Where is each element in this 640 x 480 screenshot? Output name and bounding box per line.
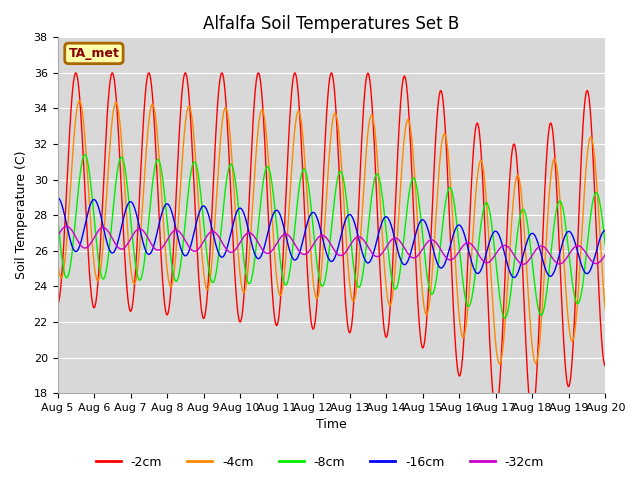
Line: -4cm: -4cm <box>58 101 605 364</box>
-16cm <box>586 268 593 274</box>
X-axis label: Time: Time <box>316 419 347 432</box>
-16cm <box>82 220 90 226</box>
-16cm <box>320 241 328 247</box>
Y-axis label: Soil Temperature (C): Soil Temperature (C) <box>15 151 28 279</box>
-4cm <box>82 146 90 152</box>
Title: Alfalfa Soil Temperatures Set B: Alfalfa Soil Temperatures Set B <box>204 15 460 33</box>
Line: -2cm: -2cm <box>58 73 605 416</box>
-16cm <box>54 194 61 200</box>
-32cm <box>586 256 594 262</box>
-16cm <box>602 228 609 233</box>
Line: -32cm: -32cm <box>58 226 605 264</box>
-2cm <box>320 158 328 164</box>
Legend: -2cm, -4cm, -8cm, -16cm, -32cm: -2cm, -4cm, -8cm, -16cm, -32cm <box>91 451 549 474</box>
-2cm <box>54 301 61 307</box>
-4cm <box>586 136 593 142</box>
-2cm <box>82 198 90 204</box>
Text: TA_met: TA_met <box>68 47 119 60</box>
-32cm <box>82 245 90 251</box>
-16cm <box>510 275 518 280</box>
-4cm <box>76 98 83 104</box>
-2cm <box>255 70 262 76</box>
-8cm <box>306 192 314 197</box>
-16cm <box>485 241 493 247</box>
-4cm <box>586 135 594 141</box>
-16cm <box>305 214 313 220</box>
-8cm <box>81 152 89 157</box>
-2cm <box>485 324 493 330</box>
-8cm <box>54 212 61 218</box>
-32cm <box>306 248 314 253</box>
Line: -16cm: -16cm <box>58 197 605 277</box>
-8cm <box>586 218 594 224</box>
-8cm <box>586 221 593 227</box>
-4cm <box>602 307 609 312</box>
-8cm <box>501 315 509 321</box>
-4cm <box>54 258 61 264</box>
-32cm <box>519 262 527 267</box>
-32cm <box>602 252 609 258</box>
-32cm <box>63 223 70 229</box>
-32cm <box>54 234 61 240</box>
-2cm <box>602 363 609 369</box>
-4cm <box>306 233 314 239</box>
-4cm <box>485 240 493 246</box>
-2cm <box>528 413 536 419</box>
-8cm <box>320 280 328 286</box>
-8cm <box>485 206 493 212</box>
-2cm <box>586 103 594 109</box>
-8cm <box>602 242 609 248</box>
-32cm <box>485 259 493 265</box>
Line: -8cm: -8cm <box>58 155 605 318</box>
-32cm <box>320 233 328 239</box>
-16cm <box>586 269 593 275</box>
-8cm <box>82 153 90 158</box>
-2cm <box>586 100 593 106</box>
-4cm <box>495 361 503 367</box>
-32cm <box>586 256 593 262</box>
-2cm <box>306 303 314 309</box>
-4cm <box>320 231 328 237</box>
